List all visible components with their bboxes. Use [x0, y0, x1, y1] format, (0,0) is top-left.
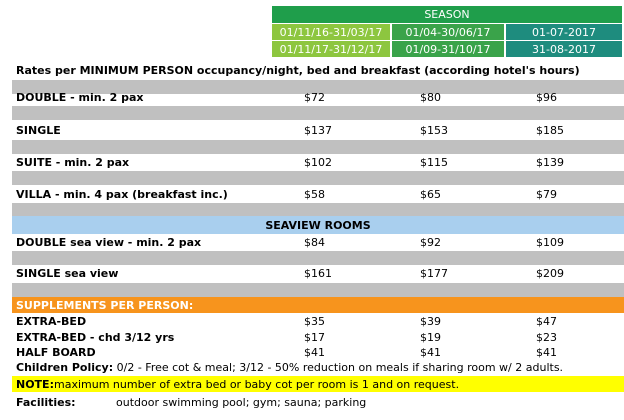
season-col2-line1: 01/04-30/06/17: [392, 24, 504, 40]
room-price: $177: [420, 267, 448, 280]
supplement-price: $23: [536, 331, 557, 344]
separator: [12, 251, 624, 265]
supplement-price: $39: [420, 315, 441, 328]
room-price: $92: [420, 236, 441, 249]
note-text: maximum number of extra bed or baby cot …: [53, 377, 460, 391]
season-col1-line2: 01/11/17-31/12/17: [272, 41, 390, 57]
room-label-single: SINGLE: [16, 124, 61, 137]
supplement-price: $47: [536, 315, 557, 328]
room-label-double: DOUBLE - min. 2 pax: [16, 91, 144, 104]
room-label-double-sea-view: DOUBLE sea view - min. 2 pax: [16, 236, 202, 249]
season-col3-line1: 01-07-2017: [506, 24, 622, 40]
room-price: $161: [304, 267, 332, 280]
room-price: $96: [536, 91, 557, 104]
separator: [12, 106, 624, 120]
supplement-label-extra-bed-child: EXTRA-BED - chd 3/12 yrs: [16, 331, 175, 344]
room-price: $153: [420, 124, 448, 137]
supplement-price: $17: [304, 331, 325, 344]
separator: [12, 283, 624, 297]
separator: [12, 80, 624, 94]
facilities-label: Facilities:: [16, 396, 76, 409]
room-price: $209: [536, 267, 564, 280]
room-price: $84: [304, 236, 325, 249]
supplement-price: $35: [304, 315, 325, 328]
rates-intro: Rates per MINIMUM PERSON occupancy/night…: [16, 64, 580, 77]
supplement-label-extra-bed: EXTRA-BED: [16, 315, 87, 328]
separator: [12, 203, 624, 217]
supplements-header: SUPPLEMENTS PER PERSON:: [12, 297, 624, 313]
room-label-suite: SUITE - min. 2 pax: [16, 156, 130, 169]
note-label: NOTE:: [16, 377, 54, 391]
supplement-label-half-board: HALF BOARD: [16, 346, 96, 359]
room-label-villa: VILLA - min. 4 pax (breakfast inc.): [16, 188, 228, 201]
season-col3-line2: 31-08-2017: [506, 41, 622, 57]
supplement-price: $41: [536, 346, 557, 359]
room-price: $115: [420, 156, 448, 169]
room-price: $139: [536, 156, 564, 169]
room-label-single-sea-view: SINGLE sea view: [16, 267, 119, 280]
room-price: $80: [420, 91, 441, 104]
room-price: $109: [536, 236, 564, 249]
separator: [12, 140, 624, 154]
room-price: $102: [304, 156, 332, 169]
separator: [12, 171, 624, 185]
children-policy-label: Children Policy:: [16, 361, 114, 374]
note-banner: NOTE: maximum number of extra bed or bab…: [12, 376, 624, 392]
children-policy-text: 0/2 - Free cot & meal; 3/12 - 50% reduct…: [113, 361, 564, 374]
supplement-price: $41: [304, 346, 325, 359]
supplement-price: $19: [420, 331, 441, 344]
season-header: SEASON: [272, 6, 622, 23]
children-policy: Children Policy: 0/2 - Free cot & meal; …: [16, 361, 563, 374]
room-price: $58: [304, 188, 325, 201]
room-price: $137: [304, 124, 332, 137]
seaview-rooms-header: SEAVIEW ROOMS: [12, 216, 624, 234]
room-price: $72: [304, 91, 325, 104]
room-price: $65: [420, 188, 441, 201]
room-price: $79: [536, 188, 557, 201]
room-price: $185: [536, 124, 564, 137]
supplement-price: $41: [420, 346, 441, 359]
season-col2-line2: 01/09-31/10/17: [392, 41, 504, 57]
facilities-text: outdoor swimming pool; gym; sauna; parki…: [116, 396, 367, 409]
season-col1-line1: 01/11/16-31/03/17: [272, 24, 390, 40]
